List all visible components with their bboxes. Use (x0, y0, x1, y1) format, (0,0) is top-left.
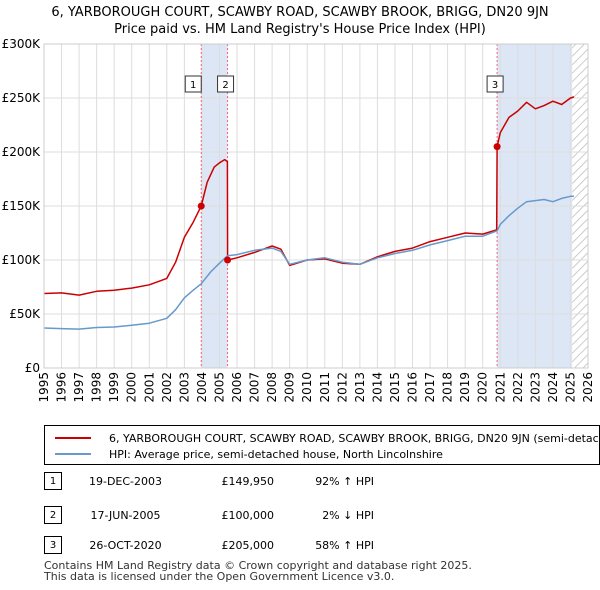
chart-title: 6, YARBOROUGH COURT, SCAWBY ROAD, SCAWBY… (0, 4, 600, 38)
price-chart: 1 2 3 £0 £50K £100K £150K £200K £250K £300K 1995 19… (2, 37, 595, 403)
legend-label-hpi: HPI: Average price, semi-detached house,… (109, 447, 443, 461)
series-line-hpi (43, 195, 574, 330)
x-tick-label: 2009 (283, 372, 297, 403)
sale-number-badge: 3 (44, 536, 62, 554)
y-tick-label: £100K (2, 253, 42, 267)
x-tick-label: 2008 (265, 372, 279, 403)
sale-date: 17-JUN-2005 (90, 509, 161, 522)
table-row: 2 17-JUN-2005 £100,000 2% ↓ HPI (44, 506, 444, 526)
legend: 6, YARBOROUGH COURT, SCAWBY ROAD, SCAWBY… (44, 425, 600, 465)
x-tick-label: 2001 (142, 372, 156, 403)
x-tick-label: 2016 (406, 372, 420, 403)
x-tick-label: 2024 (546, 372, 560, 403)
x-tick-label: 2002 (160, 372, 174, 403)
y-tick-label: £0 (25, 361, 40, 375)
sale-label-box (217, 75, 235, 93)
sale-label-box (486, 75, 504, 93)
sale-point (493, 143, 501, 151)
chart-title-line2: Price paid vs. HM Land Registry's House … (114, 22, 486, 37)
y-tick-label: £200K (2, 145, 42, 159)
chart-title-line1: 6, YARBOROUGH COURT, SCAWBY ROAD, SCAWBY… (51, 5, 549, 20)
x-tick-label: 2017 (423, 372, 437, 403)
legend-line-property (55, 437, 91, 439)
table-row: 3 26-OCT-2020 £205,000 58% ↑ HPI (44, 536, 444, 556)
sale-point (224, 256, 232, 264)
y-tick-label: £250K (2, 91, 42, 105)
x-tick-label: 2007 (248, 372, 262, 403)
x-tick-label: 2025 (563, 372, 577, 403)
sale-hpi-change: 92% ↑ HPI (315, 475, 374, 488)
x-tick-label: 2021 (493, 372, 507, 403)
x-tick-label: 2010 (300, 372, 314, 403)
x-tick-label: 2022 (511, 372, 525, 403)
y-tick-label: £300K (2, 37, 42, 51)
x-tick-label: 2015 (388, 372, 402, 403)
sale-hpi-change: 58% ↑ HPI (315, 539, 374, 552)
sale-number-badge: 2 (44, 506, 62, 524)
legend-item-hpi: HPI: Average price, semi-detached house,… (55, 446, 443, 462)
x-tick-label: 2014 (370, 372, 384, 403)
sale-hpi-change: 2% ↓ HPI (322, 509, 374, 522)
sale-price: £149,950 (221, 475, 275, 488)
table-row: 1 19-DEC-2003 £149,950 92% ↑ HPI (44, 472, 444, 492)
sale-price: £100,000 (221, 509, 275, 522)
y-tick-label: £50K (9, 307, 41, 321)
x-tick-label: 2004 (195, 372, 209, 403)
x-tick-label: 1995 (37, 372, 51, 403)
x-tick-label: 2026 (581, 372, 595, 403)
legend-label-property: 6, YARBOROUGH COURT, SCAWBY ROAD, SCAWBY… (109, 431, 599, 445)
x-tick-label: 2019 (458, 372, 472, 403)
sale-label: 3 (492, 80, 498, 91)
x-tick-label: 2000 (125, 372, 139, 403)
sale-label: 1 (190, 80, 196, 91)
x-tick-label: 2013 (353, 372, 367, 403)
x-tick-label: 2018 (441, 372, 455, 403)
footer-licence: This data is licensed under the Open Gov… (44, 570, 395, 583)
sale-number-badge: 1 (44, 472, 62, 490)
x-tick-label: 2012 (335, 372, 349, 403)
plot-frame (43, 43, 589, 369)
sale-date: 19-DEC-2003 (88, 475, 163, 488)
x-tick-label: 1997 (72, 372, 86, 403)
legend-item-property: 6, YARBOROUGH COURT, SCAWBY ROAD, SCAWBY… (55, 430, 599, 446)
x-tick-label: 2006 (230, 372, 244, 403)
y-tick-label: £150K (2, 199, 42, 213)
x-tick-label: 2023 (528, 372, 542, 403)
footer: Contains HM Land Registry data © Crown c… (44, 560, 472, 582)
sale-label-box (184, 75, 202, 93)
sale-price: £205,000 (221, 539, 275, 552)
sale-point (197, 202, 205, 210)
x-tick-label: 2011 (318, 372, 332, 403)
x-tick-label: 1998 (90, 372, 104, 403)
sale-label: 2 (222, 80, 228, 91)
x-tick-label: 2003 (177, 372, 191, 403)
sale-date: 26-OCT-2020 (89, 539, 162, 552)
x-tick-label: 2020 (476, 372, 490, 403)
x-tick-label: 1999 (107, 372, 121, 403)
x-tick-label: 2005 (212, 372, 226, 403)
footer-copyright: Contains HM Land Registry data © Crown c… (44, 559, 472, 572)
legend-line-hpi (55, 453, 91, 455)
x-tick-label: 1996 (55, 372, 69, 403)
